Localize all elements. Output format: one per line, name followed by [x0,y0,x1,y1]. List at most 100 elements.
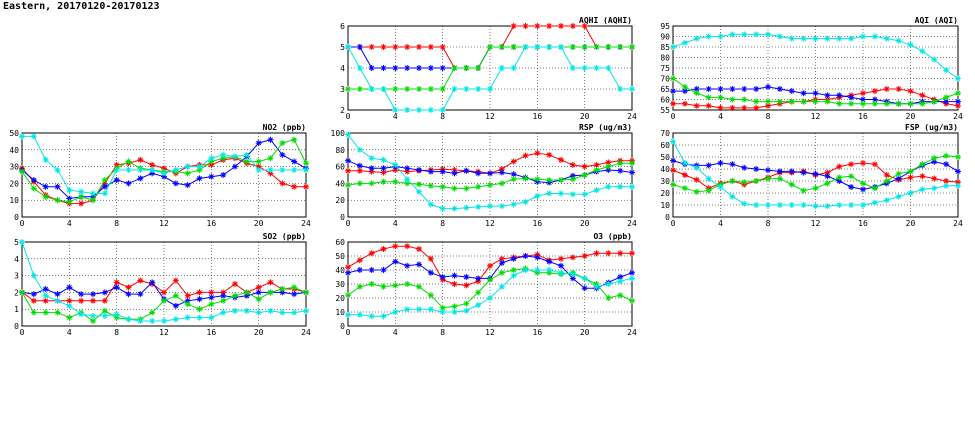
data-point [907,168,914,175]
data-point [475,170,482,177]
data-point [19,168,25,175]
data-point [800,90,807,97]
data-point [943,182,950,189]
data-point [860,100,866,107]
y-tick-label: 10 [335,308,345,317]
data-point [717,94,724,101]
data-point [919,92,926,99]
y-tick-label: 4 [14,255,19,264]
data-point [498,180,505,187]
data-point [487,182,493,189]
data-point [303,166,309,173]
data-point [113,177,120,184]
data-point [670,75,676,82]
data-point [617,160,624,167]
data-point [427,255,434,262]
data-point [291,284,298,291]
data-point [451,166,458,173]
data-point [279,286,286,293]
data-point [569,176,576,183]
x-tick-label: 4 [393,328,398,337]
data-point [19,239,25,245]
data-point [416,86,422,92]
data-point [267,289,274,296]
data-point [558,255,564,262]
data-point [765,175,771,182]
data-point [78,200,85,207]
data-point [681,172,688,178]
data-point [824,98,831,105]
data-point [196,166,203,173]
data-point [90,317,96,324]
data-point [243,307,250,314]
data-point [220,309,227,316]
data-point [54,183,61,190]
data-point [705,187,712,194]
data-point [522,253,529,259]
data-point [380,65,387,71]
data-point [380,313,387,320]
x-tick-label: 8 [766,112,771,121]
y-tick-label: 100 [331,129,346,138]
y-tick-label: 40 [9,146,19,155]
data-point [558,44,564,50]
y-tick-label: 85 [660,43,670,52]
data-point [463,167,470,174]
data-point [681,100,688,107]
data-point [220,297,227,304]
data-point [78,311,85,318]
chart-title: O3 (ppb) [593,232,632,241]
data-point [883,86,890,92]
data-point [356,86,363,92]
data-point [54,166,61,173]
data-point [232,163,238,170]
data-point [498,283,505,290]
data-point [498,255,505,262]
x-tick-label: 16 [533,219,543,228]
page-title: Eastern, 20170120-20170123 [3,1,160,12]
data-point [113,279,120,286]
x-tick-label: 12 [159,219,169,228]
x-tick-label: 12 [811,219,821,228]
data-point [605,183,612,190]
y-tick-label: 75 [660,64,670,73]
x-tick-label: 4 [393,219,398,228]
data-point [717,160,724,166]
data-point [220,151,227,158]
data-point [161,297,167,304]
data-point [629,160,635,167]
data-point [907,88,914,95]
data-point [208,155,215,162]
x-tick-label: 8 [440,328,445,337]
data-point [232,292,238,299]
data-point [605,281,612,287]
data-point [895,37,902,44]
data-point [788,168,795,175]
data-point [30,177,37,184]
data-point [895,170,902,177]
data-point [670,167,676,174]
data-point [356,267,363,273]
data-point [463,65,470,71]
data-point [848,94,855,101]
data-point [451,65,458,71]
plot-frame [21,132,307,218]
data-point [172,316,179,323]
y-tick-label: 20 [335,196,345,205]
data-point [487,295,493,301]
data-point [569,161,576,168]
data-point [569,65,576,71]
data-point [546,23,553,29]
data-point [629,86,635,92]
data-point [907,174,914,181]
x-tick-label: 4 [67,219,72,228]
data-point [955,154,961,160]
data-point [451,205,458,212]
data-point [345,292,351,299]
data-point [788,88,795,95]
data-point [593,187,600,194]
data-point [149,166,156,173]
data-point [439,304,446,311]
data-point [291,291,298,298]
data-point [291,183,298,190]
